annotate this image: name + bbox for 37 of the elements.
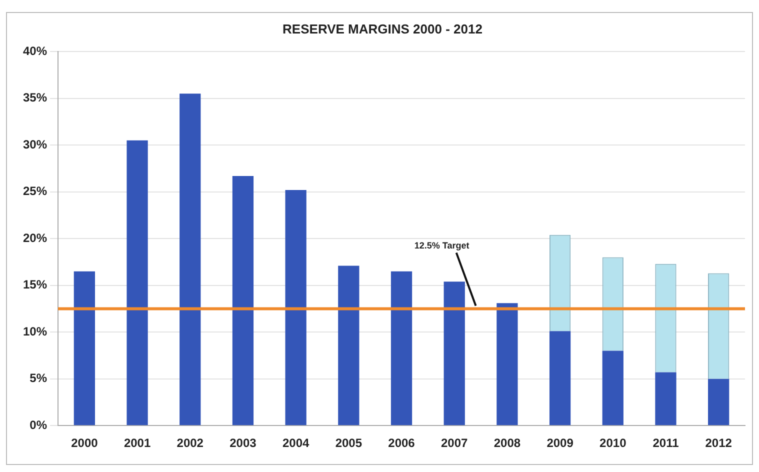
- y-tick-label: 40%: [22, 44, 48, 58]
- y-tick-label: 30%: [22, 137, 48, 152]
- x-tick-label: 2002: [176, 436, 204, 450]
- y-tick-label: 35%: [22, 90, 48, 105]
- bar: [126, 140, 148, 426]
- x-tick-label: 2004: [282, 436, 310, 450]
- x-tick-label: 2007: [441, 436, 468, 450]
- bar: [232, 176, 254, 426]
- y-tick-label: 15%: [22, 278, 48, 292]
- x-tick-label: 2003: [230, 436, 257, 450]
- bar: [602, 350, 624, 426]
- y-tick-label: 10%: [22, 324, 48, 338]
- x-tick-label: 2005: [335, 436, 362, 450]
- x-tick-label: 2001: [124, 436, 151, 450]
- bar: [444, 282, 465, 426]
- x-tick-label: 2006: [388, 436, 416, 450]
- x-tick-label: 2000: [71, 436, 98, 450]
- x-tick-label: 2010: [600, 436, 627, 450]
- bar: [74, 271, 96, 426]
- x-tick-label: 2011: [652, 436, 680, 450]
- x-tick-label: 2008: [494, 436, 521, 450]
- bar: [549, 331, 571, 426]
- y-tick-label: 20%: [22, 230, 48, 245]
- bar: [655, 372, 676, 426]
- bar: [496, 303, 518, 426]
- bar: [285, 190, 306, 426]
- x-tick-label: 2009: [546, 436, 574, 450]
- bar: [338, 266, 360, 426]
- y-tick-label: 0%: [30, 418, 48, 432]
- y-tick-label: 5%: [30, 371, 48, 386]
- chart-title: RESERVE MARGINS 2000 - 2012: [282, 21, 482, 36]
- ref-line-label: 12.5% Target: [414, 240, 470, 251]
- bar: [708, 378, 730, 426]
- bar: [390, 271, 412, 426]
- x-tick-label: 2012: [705, 436, 732, 450]
- y-tick-label: 25%: [22, 184, 48, 198]
- bar: [180, 94, 201, 426]
